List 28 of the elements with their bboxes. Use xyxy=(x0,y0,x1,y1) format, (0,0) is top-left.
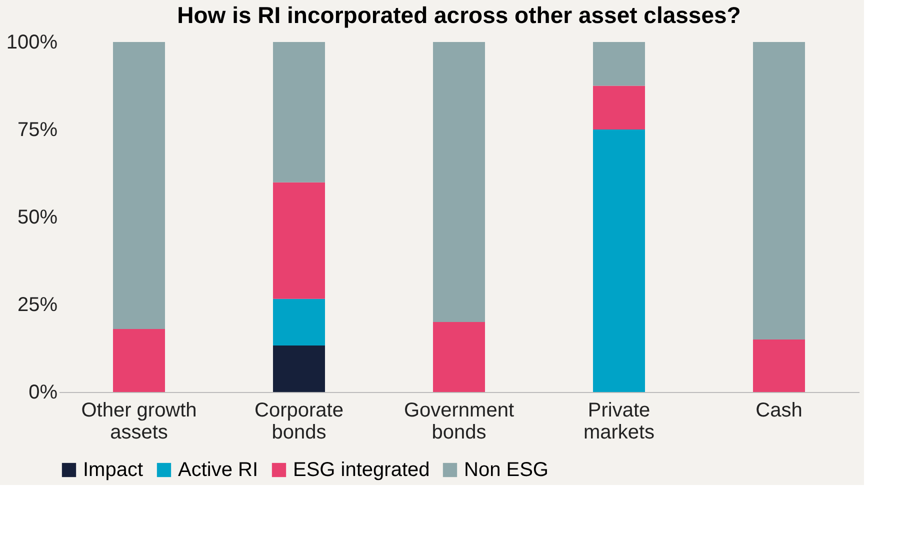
y-tick-label: 100% xyxy=(6,32,58,54)
bar xyxy=(593,130,645,392)
x-tick-label: Cash xyxy=(756,400,802,422)
y-tick-label: 50% xyxy=(17,206,58,228)
legend-label: Impact xyxy=(83,459,144,481)
y-tick-label: 0% xyxy=(28,382,58,404)
bar xyxy=(433,42,485,322)
bar xyxy=(273,298,325,346)
y-tick-label: 25% xyxy=(17,294,58,316)
bar xyxy=(273,182,325,299)
bar xyxy=(593,42,645,86)
chart-title: How is RI incorporated across other asset classes? xyxy=(177,2,741,28)
bar xyxy=(113,42,165,329)
x-tick-label: Corporate bonds xyxy=(254,400,344,444)
x-tick-label: Other growth assets xyxy=(81,400,197,444)
bar xyxy=(113,329,165,392)
bar xyxy=(433,322,485,392)
bar xyxy=(593,86,645,130)
legend-label: Non ESG xyxy=(464,459,548,481)
legend-label: ESG integrated xyxy=(293,459,430,481)
y-tick-label: 75% xyxy=(17,119,58,141)
bar xyxy=(273,42,325,182)
x-tick-label: Private markets xyxy=(583,400,655,444)
bar xyxy=(273,345,325,392)
bar xyxy=(753,340,805,392)
bar xyxy=(753,42,805,340)
x-tick-label: Government bonds xyxy=(404,400,514,444)
legend-label: Active RI xyxy=(178,459,258,481)
